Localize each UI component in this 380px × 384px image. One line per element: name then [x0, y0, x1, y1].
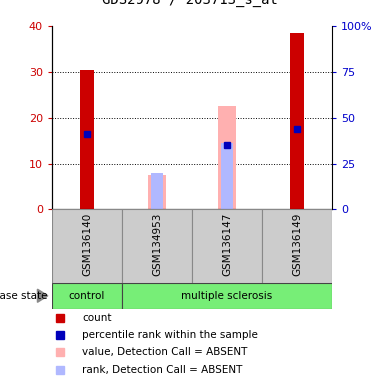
- Text: GSM136147: GSM136147: [222, 213, 232, 276]
- Bar: [52, 209, 122, 283]
- Bar: [221, 143, 233, 209]
- Bar: [150, 173, 163, 209]
- Bar: [218, 106, 236, 209]
- Text: value, Detection Call = ABSENT: value, Detection Call = ABSENT: [82, 348, 248, 358]
- Text: control: control: [69, 291, 105, 301]
- Bar: [122, 209, 192, 283]
- Text: GDS2978 / 203713_s_at: GDS2978 / 203713_s_at: [102, 0, 278, 7]
- Text: GSM134953: GSM134953: [152, 213, 162, 276]
- Text: multiple sclerosis: multiple sclerosis: [181, 291, 272, 301]
- Bar: [290, 33, 304, 209]
- Text: GSM136149: GSM136149: [292, 213, 302, 276]
- Bar: [262, 209, 332, 283]
- Bar: [80, 70, 94, 209]
- Text: rank, Detection Call = ABSENT: rank, Detection Call = ABSENT: [82, 365, 243, 375]
- Text: GSM136140: GSM136140: [82, 213, 92, 276]
- Bar: [192, 209, 262, 283]
- Text: count: count: [82, 313, 112, 323]
- Bar: [148, 175, 166, 209]
- Polygon shape: [38, 289, 48, 302]
- Text: percentile rank within the sample: percentile rank within the sample: [82, 330, 258, 340]
- Bar: [122, 283, 332, 309]
- Bar: [52, 283, 122, 309]
- Text: disease state: disease state: [0, 291, 48, 301]
